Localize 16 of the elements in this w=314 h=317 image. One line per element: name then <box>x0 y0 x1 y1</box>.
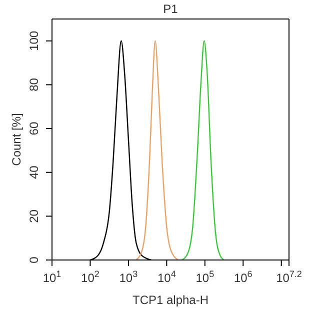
x-tick-label: 10$^{5}$ <box>196 269 214 285</box>
x-tick-label: 10$^{6}$ <box>234 269 252 285</box>
x-tick-label: 10$^{4}$ <box>157 269 176 285</box>
x-tick-label: 10$^{7.2}$ <box>276 269 302 285</box>
x-tick-label: 10$^{1}$ <box>42 269 62 285</box>
chart-title: P1 <box>162 2 179 16</box>
y-tick-label: 0 <box>27 256 41 264</box>
y-axis-title: Count [%] <box>9 113 24 166</box>
y-tick-label: 80 <box>27 78 41 92</box>
x-axis-title: TCP1 alpha-H <box>132 293 209 307</box>
y-tick-label: 60 <box>27 122 41 136</box>
y-tick-label: 100 <box>27 30 41 51</box>
x-tick-label: 10$^{3}$ <box>119 269 138 285</box>
y-tick-label: 20 <box>27 209 41 223</box>
y-tick-label: 40 <box>27 165 41 180</box>
x-tick-label: 10$^{2}$ <box>81 269 100 285</box>
